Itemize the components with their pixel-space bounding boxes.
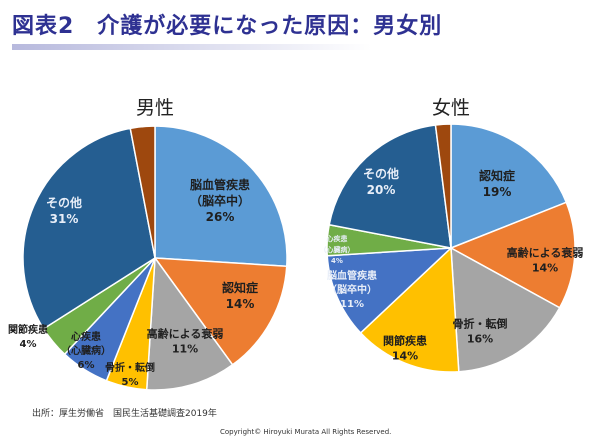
pie-slice-female-0 — [450, 123, 568, 250]
pie-slice-female-1 — [449, 201, 576, 309]
title-underline — [12, 44, 372, 50]
slice-label-male-5: 関節疾患 4% — [8, 323, 48, 350]
slice-label-female-2: 骨折・転倒 16% — [453, 317, 508, 346]
slice-label-female-3: 関節疾患 14% — [383, 334, 427, 363]
pie-slice-female-6 — [328, 124, 452, 249]
pie-title-male: 男性 — [136, 97, 174, 119]
slice-label-male-0: 脳血管疾患（脳卒中） 26% — [190, 177, 250, 224]
slice-label-male-6: その他 31% — [46, 195, 82, 226]
slice-label-female-4: 脳血管疾患（脳卒中） 11% — [327, 269, 377, 310]
pie-slice-female-3 — [359, 246, 460, 373]
slice-label-female-5: 心疾患（心臓病） 4% — [320, 234, 355, 265]
pie-slice-female-2 — [450, 246, 561, 373]
pie-slice-male-0 — [154, 125, 288, 268]
pie-slice-female-4 — [326, 247, 454, 334]
slice-label-female-6: その他 20% — [363, 166, 399, 197]
pie-slice-male-1 — [153, 257, 288, 366]
slice-label-male-1: 認知症 14% — [222, 280, 258, 311]
slice-label-female-1: 高齢による衰弱 14% — [507, 246, 584, 275]
slice-label-male-3: 骨折・転倒 5% — [105, 361, 155, 388]
slice-label-male-4: 心疾患（心臓病） 6% — [61, 330, 111, 371]
pie-slice-male-2 — [145, 255, 234, 391]
slice-label-male-2: 高齢による衰弱 11% — [147, 327, 224, 356]
pie-title-female: 女性 — [432, 97, 470, 119]
slide-title: 図表2 介護が必要になった原因：男女別 — [12, 14, 443, 39]
source-note: 出所：厚生労働省 国民生活基礎調査2019年 — [32, 409, 217, 419]
copyright-note: Copyright© Hiroyuki Murata All Rights Re… — [220, 428, 392, 436]
pie-slice-male-6 — [22, 127, 156, 330]
pie-slice-female-7 — [434, 123, 452, 249]
pie-slice-male-7 — [129, 125, 156, 259]
slice-label-female-0: 認知症 19% — [479, 168, 515, 199]
